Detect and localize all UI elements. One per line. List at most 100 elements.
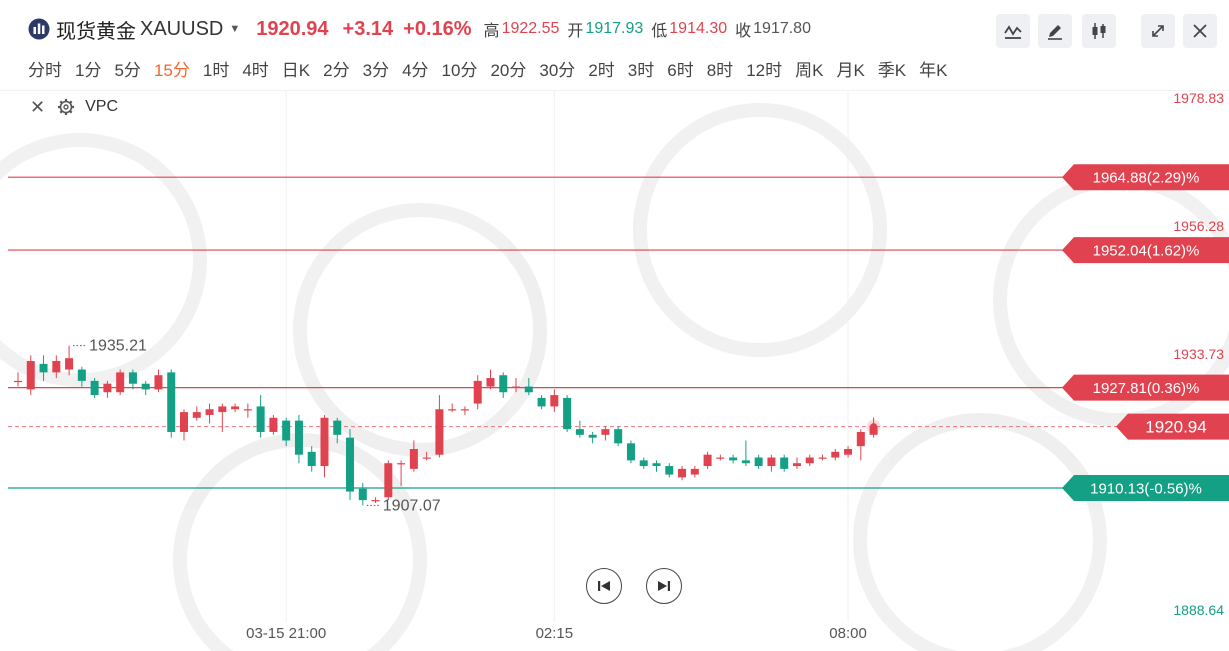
open-label: 开: [567, 23, 584, 40]
timeframe-tab[interactable]: 12时: [746, 60, 783, 80]
timeframe-tab[interactable]: 3分: [362, 60, 390, 80]
price-level-label: 1910.13(-0.56)%: [1090, 481, 1202, 498]
gear-icon[interactable]: [57, 98, 75, 116]
candle: [856, 429, 865, 461]
candle-icon: [1092, 23, 1106, 39]
candle-body: [652, 463, 661, 467]
candle: [422, 451, 431, 461]
remove-indicator-icon[interactable]: ✕: [30, 96, 46, 117]
timeframe-tab[interactable]: 2分: [323, 60, 350, 80]
last-price: 1920.94: [256, 17, 329, 40]
timeframe-tab[interactable]: 20分: [490, 60, 527, 80]
candle: [128, 369, 137, 390]
draw-tool-button[interactable]: [1038, 14, 1072, 48]
scroll-back-button[interactable]: [586, 568, 622, 604]
candle: [141, 380, 150, 396]
candle-body: [792, 463, 801, 467]
timeframe-tab[interactable]: 4分: [402, 60, 429, 80]
candle: [537, 395, 546, 410]
candle-body: [422, 457, 431, 459]
candle-body: [320, 417, 329, 467]
candle: [448, 403, 457, 413]
candle-body: [626, 443, 635, 461]
candle-body: [192, 412, 201, 418]
candle-body: [154, 375, 163, 390]
timeframe-tab[interactable]: 1分: [75, 60, 102, 80]
candle-body: [346, 437, 355, 492]
timeframe-tab[interactable]: 2时: [588, 60, 615, 80]
candle: [52, 355, 61, 379]
timeframe-bar: 分时 1分 5分 15分 1时 4时 日K 2分 3分 4分 10分 20分 30分 2时 3时 6时 8时 12…: [28, 54, 960, 82]
timeframe-tab[interactable]: 10分: [441, 60, 478, 80]
candle-body: [588, 434, 597, 438]
candle: [614, 426, 623, 447]
timeframe-tab[interactable]: 30分: [539, 60, 576, 80]
title-row: 现货黄金 XAUUSD ▼ 1920.94 +3.14 +0.16% 高 192…: [28, 14, 819, 44]
fullscreen-button[interactable]: [1141, 14, 1175, 48]
timeframe-tab[interactable]: 1时: [202, 60, 230, 80]
candle: [563, 395, 572, 432]
candle-body: [869, 426, 878, 435]
timeframe-tab[interactable]: 月K: [836, 60, 865, 80]
candle-body: [537, 397, 546, 407]
max-marker-label: 1935.21: [89, 338, 147, 355]
timeframe-tab[interactable]: 年K: [919, 60, 948, 80]
timeframe-tab[interactable]: 15分: [153, 60, 190, 80]
candle-body: [499, 375, 508, 393]
candle-body: [575, 429, 584, 435]
candle: [601, 426, 610, 441]
candle: [384, 460, 393, 501]
candle-body: [269, 417, 278, 432]
candle: [180, 409, 189, 441]
candle: [754, 454, 763, 469]
timeframe-tab[interactable]: 4时: [242, 60, 269, 80]
timeframe-tab[interactable]: 8时: [706, 60, 734, 80]
candle-body: [218, 406, 227, 413]
candle: [192, 406, 201, 421]
price-level-label: 1927.81(0.36)%: [1093, 380, 1200, 397]
candle: [665, 463, 674, 478]
timeframe-tab[interactable]: 5分: [114, 60, 141, 80]
candle-body: [90, 380, 99, 396]
scroll-forward-button[interactable]: [646, 568, 682, 604]
chart-type-button[interactable]: [1082, 14, 1116, 48]
candle: [14, 372, 22, 387]
candle: [218, 403, 227, 432]
candle: [512, 378, 521, 393]
candle-body: [282, 420, 291, 441]
line-tool-button[interactable]: [996, 14, 1030, 48]
timeframe-tab[interactable]: 3时: [627, 60, 655, 80]
instrument-symbol[interactable]: XAUUSD: [140, 17, 224, 40]
low-label: 低: [651, 23, 668, 40]
candle-body: [409, 449, 418, 469]
y-tick-label: 1888.64: [1173, 602, 1224, 618]
candle-body: [435, 409, 444, 455]
close-label: 收: [735, 23, 752, 40]
close-button[interactable]: [1183, 14, 1217, 48]
timeframe-tab[interactable]: 分时: [28, 60, 62, 80]
symbol-dropdown-icon[interactable]: ▼: [229, 23, 241, 35]
candle: [154, 369, 163, 393]
candle-body: [550, 395, 559, 407]
candle: [333, 417, 342, 444]
candle-body: [294, 420, 303, 455]
x-tick-label: 03-15 21:00: [246, 625, 326, 642]
candle-body: [729, 457, 738, 461]
timeframe-tab[interactable]: 日K: [281, 60, 311, 80]
candle: [26, 355, 35, 396]
candle: [524, 378, 533, 396]
candle-body: [103, 383, 112, 393]
high-label: 高: [483, 23, 500, 40]
timeframe-tab[interactable]: 6时: [667, 60, 694, 80]
timeframe-tab[interactable]: 周K: [795, 60, 824, 80]
low-value: 1914.30: [669, 20, 728, 37]
price-level-tag: [1062, 374, 1229, 401]
candle-body: [205, 409, 214, 415]
min-marker-label: 1907.07: [383, 497, 441, 514]
timeframe-tab[interactable]: 季K: [877, 60, 907, 80]
high-value: 1922.55: [501, 20, 560, 37]
candle-body: [26, 361, 35, 390]
candle-body: [805, 457, 814, 464]
candle-body: [844, 449, 853, 455]
